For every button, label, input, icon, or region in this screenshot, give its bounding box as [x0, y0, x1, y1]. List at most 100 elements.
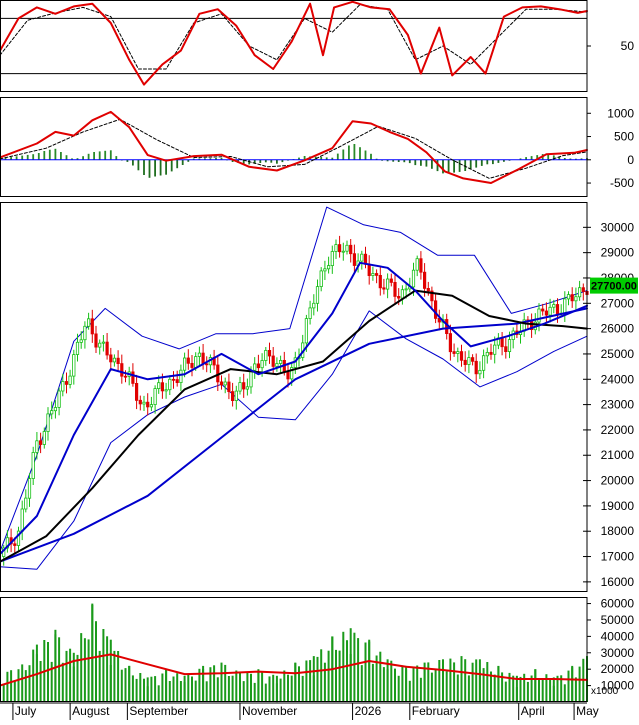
candle-body	[430, 290, 434, 302]
price-tick-label: 24000	[601, 372, 635, 386]
volume-bar	[298, 666, 300, 702]
macd-histogram-bar	[192, 158, 195, 160]
candle-body	[134, 382, 139, 401]
candle-body	[474, 360, 478, 375]
candle-body	[400, 289, 405, 299]
macd-histogram-bar	[109, 150, 112, 160]
macd-histogram-bar	[486, 159, 489, 165]
candle-body	[422, 271, 427, 289]
volume-bar-peak	[72, 652, 75, 702]
volume-bar	[375, 655, 378, 702]
macd-line	[0, 110, 588, 184]
candle-body	[57, 390, 61, 408]
volume-bar	[412, 667, 415, 702]
candle-body	[404, 288, 408, 291]
volume-bar	[179, 681, 182, 702]
volume-bar	[231, 675, 234, 702]
macd-histogram-bar	[453, 159, 455, 173]
volume-tick-label: 40000	[601, 629, 635, 643]
volume-bar	[187, 673, 190, 702]
volume-bar-peak	[478, 659, 481, 702]
macd-histogram-bar	[54, 148, 57, 160]
macd-histogram-bar	[436, 159, 439, 172]
candle-body	[234, 390, 238, 402]
volume-bar	[198, 668, 201, 702]
volume-bar	[364, 642, 367, 702]
price-tick-label: 26000	[601, 322, 635, 336]
candle-body	[105, 341, 109, 356]
macd-histogram-bar	[281, 159, 284, 163]
candle-body	[50, 410, 54, 415]
macd-histogram-bar	[480, 159, 483, 166]
volume-bar	[227, 676, 230, 702]
volume-bar	[408, 680, 411, 702]
volume-bar-peak	[294, 662, 297, 702]
volume-bar	[427, 662, 430, 702]
macd-histogram-bar	[21, 155, 24, 160]
candle-body	[164, 389, 168, 392]
macd-histogram-bar	[215, 158, 217, 160]
macd-histogram-bar	[525, 157, 527, 160]
candle-body	[448, 333, 453, 353]
macd-histogram-bar	[580, 158, 583, 160]
candle-body	[319, 270, 323, 287]
volume-bar-peak	[460, 656, 463, 702]
candle-body	[578, 287, 582, 298]
candle-body	[541, 308, 545, 312]
volume-bar-peak	[202, 665, 205, 702]
macd-histogram-bar	[209, 158, 212, 160]
candle-body	[101, 341, 105, 344]
macd-histogram-bar	[552, 155, 555, 160]
candle-body	[555, 304, 560, 315]
candle-body	[157, 382, 161, 390]
volume-bar	[416, 665, 419, 702]
volume-bar	[401, 665, 404, 702]
x-axis-label: May	[576, 704, 599, 718]
volume-bar	[357, 638, 360, 702]
volume-bar	[65, 650, 68, 702]
macd-tick-label: 500	[614, 130, 634, 144]
candle-body	[142, 401, 146, 405]
macd-histogram-bar	[536, 155, 539, 160]
candle-body	[566, 294, 571, 300]
candle-body	[168, 378, 172, 391]
volume-bar	[434, 669, 437, 702]
macd-histogram-bar	[276, 159, 278, 164]
volume-bar	[135, 678, 138, 702]
candle-body	[160, 382, 164, 392]
candle-body	[31, 452, 35, 480]
price-tick-label: 23000	[601, 398, 635, 412]
macd-histogram-bar	[48, 149, 51, 160]
candle-body	[271, 355, 275, 367]
candle-body	[308, 307, 312, 319]
macd-histogram-bar	[220, 157, 223, 160]
macd-histogram-bar	[165, 159, 167, 175]
candle-body	[419, 258, 423, 273]
x-axis-label: April	[521, 704, 545, 718]
volume-bar	[13, 680, 16, 702]
candle-body	[230, 391, 235, 402]
volume-bar	[242, 681, 245, 702]
macd-histogram-bar	[104, 150, 107, 160]
candle-body	[260, 360, 264, 369]
candle-body	[245, 386, 249, 390]
macd-histogram-bar	[98, 151, 101, 160]
macd-histogram-bar	[76, 158, 79, 160]
volume-bar	[338, 650, 341, 702]
candle-body	[467, 357, 471, 365]
volume-bar	[541, 679, 544, 702]
volume-bar	[21, 664, 24, 702]
macd-histogram-bar	[187, 159, 190, 162]
macd-tick-label: 1000	[607, 106, 634, 120]
volume-bar	[382, 667, 385, 702]
macd-histogram-bar	[408, 159, 411, 164]
volume-bar	[335, 649, 337, 702]
candle-body	[345, 244, 349, 252]
candle-body	[83, 325, 87, 341]
candle-body	[360, 253, 364, 262]
volume-bar	[61, 662, 64, 702]
macd-histogram-bar	[320, 157, 323, 160]
candle-body	[197, 352, 201, 357]
macd-histogram-bar	[176, 159, 179, 169]
candle-body	[378, 274, 382, 289]
